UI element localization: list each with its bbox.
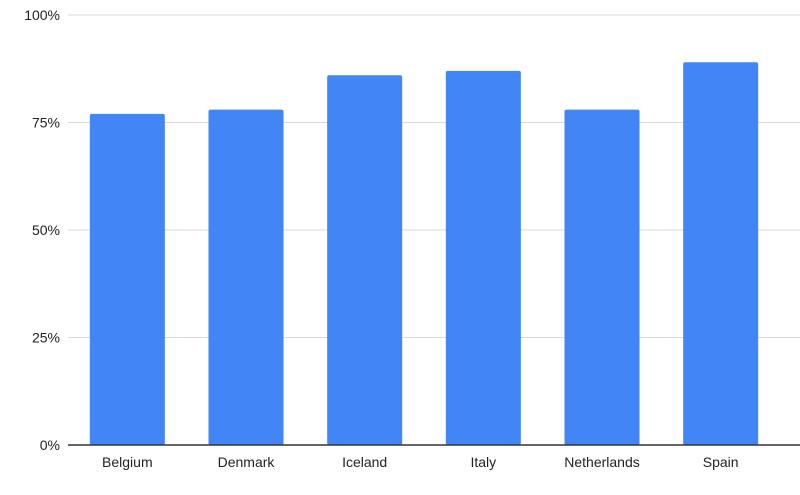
x-axis-tick-labels: Belgium Denmark Iceland Italy Netherlands Spa…	[102, 454, 739, 470]
y-tick-label: 50%	[32, 222, 60, 238]
y-tick-label: 75%	[32, 115, 60, 131]
y-tick-label: 0%	[40, 437, 60, 453]
x-tick-label: Spain	[703, 454, 739, 470]
gridlines	[68, 14, 800, 338]
x-tick-label: Italy	[470, 454, 496, 470]
bar-denmark	[208, 109, 284, 445]
x-tick-label: Netherlands	[564, 454, 640, 470]
y-tick-label: 25%	[32, 330, 60, 346]
y-tick-label: 100%	[24, 7, 60, 23]
x-tick-label: Denmark	[218, 454, 276, 470]
bar-netherlands	[564, 109, 640, 445]
bar-belgium	[89, 113, 165, 446]
bar-italy	[445, 70, 521, 446]
bar-iceland	[327, 75, 403, 445]
x-tick-label: Belgium	[102, 454, 153, 470]
y-axis-tick-labels: 0% 25% 50% 75% 100%	[24, 7, 60, 453]
bars	[89, 62, 759, 446]
x-tick-label: Iceland	[342, 454, 387, 470]
bar-spain	[683, 62, 759, 446]
